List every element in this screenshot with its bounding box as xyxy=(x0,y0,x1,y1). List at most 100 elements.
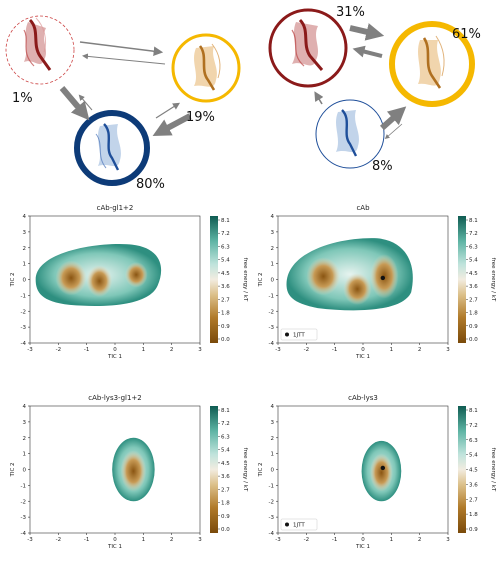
legend: 1JTT xyxy=(280,328,318,341)
y-tick-label: 2 xyxy=(23,436,27,442)
right-red-structure-icon xyxy=(291,18,324,71)
y-tick-label: 1 xyxy=(23,452,27,458)
colorbar-tick-label: 2.7 xyxy=(221,297,230,303)
y-tick-label: 4 xyxy=(23,404,27,410)
y-tick-label: -2 xyxy=(269,499,274,505)
arrow-red-to-yellow-right xyxy=(349,23,385,41)
colorbar-tick-label: 0.9 xyxy=(469,324,478,330)
colorbar-tick-label: 1.8 xyxy=(469,311,478,317)
colorbar-tick-label: 4.5 xyxy=(469,271,478,277)
y-tick-label: 0 xyxy=(271,468,275,474)
arrow-red-to-yellow xyxy=(79,41,164,56)
x-tick-label: 3 xyxy=(446,347,450,353)
left-blue-percent: 80% xyxy=(136,177,165,192)
y-tick-label: -2 xyxy=(21,499,26,505)
colorbar xyxy=(210,216,218,343)
y-tick-label: 0 xyxy=(23,278,27,284)
right-blue-structure-icon xyxy=(336,109,359,157)
y-tick-label: 4 xyxy=(271,214,275,220)
x-axis-label: TIC 1 xyxy=(107,544,122,550)
y-tick-label: 2 xyxy=(271,436,275,442)
colorbar-tick-label: 7.2 xyxy=(469,423,478,429)
free-energy-panel-4: cAb-lys3 -3 -2 -1 0 1 2 3 4 3 2 1 0 -1 -2 -3 -4 TIC 1 TIC … xyxy=(248,388,496,563)
x-tick-label: -1 xyxy=(332,537,337,543)
colorbar-tick-label: 6.3 xyxy=(221,244,230,250)
free-energy-landscape xyxy=(35,243,162,306)
x-tick-label: 0 xyxy=(113,347,117,353)
x-tick-label: -2 xyxy=(304,347,309,353)
x-tick-label: 3 xyxy=(446,537,450,543)
x-tick-label: 1 xyxy=(142,537,146,543)
x-tick-label: 0 xyxy=(361,537,365,543)
left-red-structure-icon xyxy=(23,17,52,71)
colorbar-tick-label: 8.1 xyxy=(221,408,230,414)
free-energy-panel-1: cAb-gl1+2 -3 -2 -1 0 1 2 3 4 3 2 1 0 -1 -2 -3 -4 TIC 1 TIC… xyxy=(0,198,248,373)
arrow-blue-to-yellow xyxy=(155,102,181,119)
colorbar-label: free energy / kT xyxy=(242,258,248,302)
y-tick-label: 0 xyxy=(23,468,27,474)
y-tick-label: -3 xyxy=(21,325,27,331)
x-tick-label: 1 xyxy=(142,347,146,353)
y-axis-label: TIC 2 xyxy=(258,272,264,287)
colorbar-tick-label: 8.1 xyxy=(469,408,478,414)
arrow-blue-to-red xyxy=(78,94,93,111)
state-diagram: 1% 19% 80% 31% 61% 8 xyxy=(5,5,481,192)
colorbar-tick-label: 5.4 xyxy=(221,448,230,454)
y-tick-label: 2 xyxy=(271,246,275,252)
left-red-state-circle xyxy=(5,15,75,85)
y-tick-label: -2 xyxy=(21,309,26,315)
y-tick-label: -1 xyxy=(269,483,274,489)
x-tick-label: -3 xyxy=(275,537,281,543)
y-axis-label: TIC 2 xyxy=(10,462,16,477)
y-tick-label: -2 xyxy=(269,309,274,315)
legend-label: 1JTT xyxy=(293,333,305,339)
arrow-yellow-to-red xyxy=(82,53,166,65)
x-tick-label: -3 xyxy=(27,537,33,543)
x-tick-label: 2 xyxy=(418,537,422,543)
x-tick-label: 2 xyxy=(170,347,174,353)
arrow-blue-to-yellow-right xyxy=(380,106,407,131)
colorbar-tick-label: 3.6 xyxy=(469,284,478,290)
y-tick-label: -3 xyxy=(21,515,27,521)
x-tick-label: -1 xyxy=(84,537,89,543)
y-tick-label: -4 xyxy=(21,531,27,537)
colorbar-label: free energy / kT xyxy=(490,448,496,492)
legend: 1JTT xyxy=(280,518,318,531)
left-blue-structure-icon xyxy=(95,123,121,171)
right-yellow-state-circle xyxy=(389,21,475,107)
free-energy-landscape xyxy=(361,440,402,502)
y-tick-label: 1 xyxy=(23,262,27,268)
legend-label: 1JTT xyxy=(293,523,305,529)
x-tick-label: 0 xyxy=(113,537,117,543)
x-tick-label: 2 xyxy=(170,537,174,543)
x-tick-label: 0 xyxy=(361,347,365,353)
colorbar-tick-label: 3.6 xyxy=(469,482,478,488)
x-tick-label: -3 xyxy=(27,347,33,353)
y-tick-label: 1 xyxy=(271,452,275,458)
x-axis-label: TIC 1 xyxy=(107,354,122,360)
left-yellow-percent: 19% xyxy=(186,110,215,125)
colorbar-tick-label: 0.0 xyxy=(221,337,230,343)
colorbar-tick-label: 4.5 xyxy=(221,461,230,467)
colorbar-tick-label: 0.0 xyxy=(221,527,230,533)
colorbar-tick-label: 5.4 xyxy=(469,258,478,264)
y-tick-label: 4 xyxy=(23,214,27,220)
colorbar-tick-label: 1.8 xyxy=(469,512,478,518)
right-yellow-structure-icon xyxy=(418,35,445,89)
right-red-percent: 31% xyxy=(336,5,365,20)
colorbar-tick-label: 0.9 xyxy=(469,527,478,533)
free-energy-landscape xyxy=(112,437,155,502)
y-tick-label: 0 xyxy=(271,278,275,284)
x-tick-label: -2 xyxy=(56,537,61,543)
colorbar-tick-label: 8.1 xyxy=(221,218,230,224)
colorbar-tick-label: 4.5 xyxy=(221,271,230,277)
colorbar-tick-label: 4.5 xyxy=(469,468,478,474)
right-state-diagram: 31% 61% 8% xyxy=(268,5,481,174)
colorbar-tick-label: 3.6 xyxy=(221,474,230,480)
colorbar-tick-label: 2.7 xyxy=(221,487,230,493)
y-tick-label: -3 xyxy=(269,325,275,331)
x-tick-label: 2 xyxy=(418,347,422,353)
free-energy-panel-2: cAb -3 -2 -1 0 1 2 3 4 3 2 1 0 -1 -2 -3 -4 TIC 1 TIC 2 1JTT… xyxy=(248,198,496,373)
